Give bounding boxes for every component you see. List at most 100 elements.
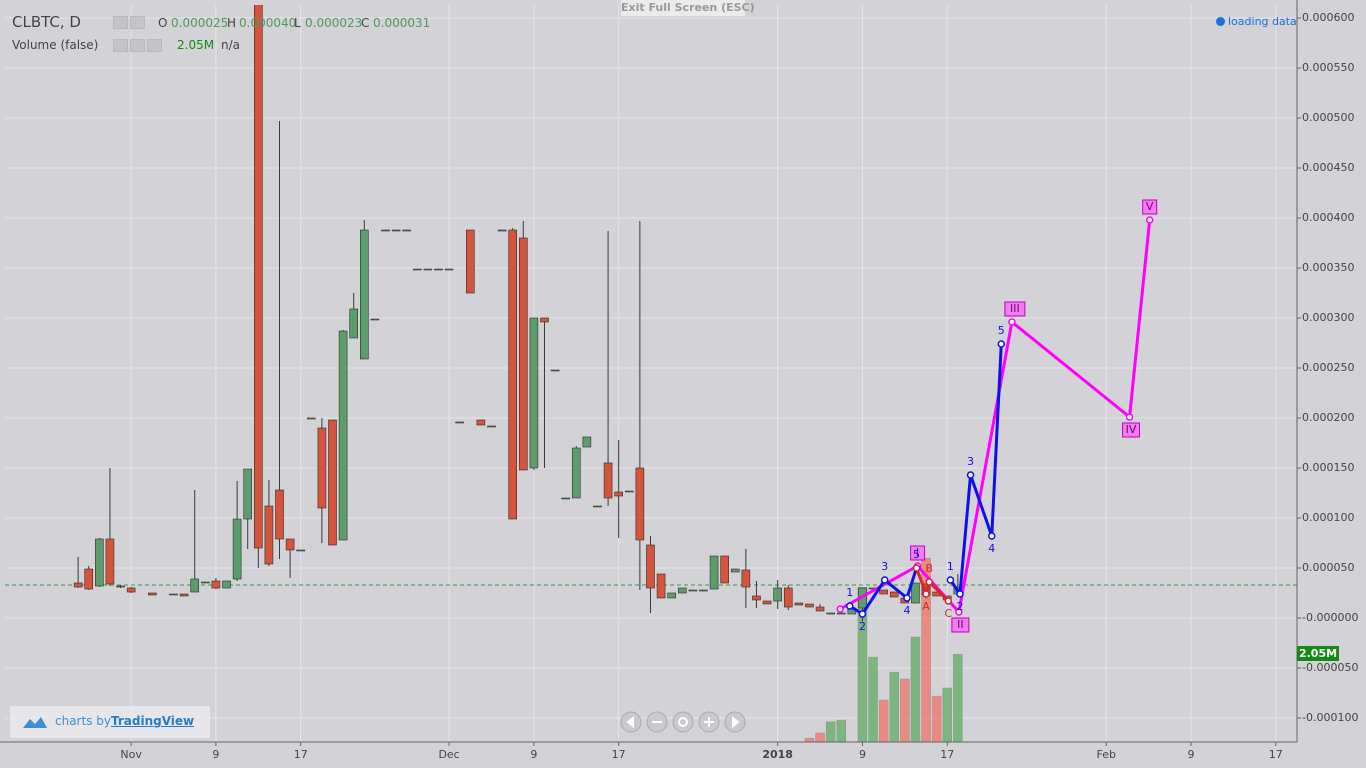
wave-point xyxy=(845,602,854,610)
candle-body xyxy=(476,419,486,426)
wave-point xyxy=(1125,413,1134,421)
candle-body xyxy=(889,591,899,598)
y-tick-label: 0.000500 xyxy=(1302,111,1355,124)
candle-body xyxy=(190,578,200,593)
candle-body xyxy=(105,538,115,585)
y-tick-label: 0.000600 xyxy=(1302,11,1355,24)
icon[interactable] xyxy=(147,39,162,52)
wave-label-box xyxy=(910,545,926,561)
candle-body xyxy=(370,318,380,321)
wave-line xyxy=(915,567,950,603)
candle-body xyxy=(624,490,634,493)
candle-body xyxy=(95,538,104,587)
candle-body xyxy=(487,425,496,428)
x-tick-label: 2018 xyxy=(762,748,793,761)
wave-point xyxy=(1145,216,1154,224)
wave-point xyxy=(903,594,911,602)
wave-line xyxy=(949,343,1003,599)
volume-bar xyxy=(868,656,878,742)
axes: 0.000600 0.000550 0.000500 0.000450 0.000400… xyxy=(120,11,1358,761)
candle-body xyxy=(349,308,359,339)
candle-body xyxy=(275,489,284,540)
y-tick-label: 0.000300 xyxy=(1302,311,1355,324)
volume-title: Volume (false) xyxy=(12,38,99,52)
candle-body xyxy=(444,268,454,271)
candle-body xyxy=(762,600,772,605)
wave-point xyxy=(966,471,975,479)
candle-body xyxy=(73,582,83,588)
volume-value: 2.05M xyxy=(177,38,215,52)
y-tick-label: -0.000050 xyxy=(1302,661,1358,674)
candle-body xyxy=(338,330,348,541)
grid xyxy=(5,5,1297,742)
candle-body xyxy=(614,491,623,497)
volume-extra: n/a xyxy=(221,38,241,52)
h-value: 0.000040 xyxy=(239,16,297,30)
candle-body xyxy=(455,421,464,424)
x-tick-label: Nov xyxy=(120,748,142,761)
h-label: H xyxy=(227,16,237,30)
candle-body xyxy=(794,602,804,606)
icon[interactable] xyxy=(113,16,128,29)
wave-point xyxy=(946,576,955,584)
x-tick-label: 9 xyxy=(1188,748,1195,761)
wave-point xyxy=(1008,318,1016,326)
candle-body xyxy=(169,593,178,596)
branding: charts by TradingView xyxy=(10,706,210,738)
volume-bar xyxy=(900,678,910,742)
candle-body xyxy=(465,229,475,294)
tv-logo xyxy=(23,717,47,728)
wave-label: C xyxy=(944,607,952,620)
candle-body xyxy=(201,581,210,584)
wave-label: A xyxy=(922,600,930,613)
candle-body xyxy=(646,544,655,589)
o-label: O xyxy=(158,16,168,30)
icon[interactable] xyxy=(113,39,128,52)
wave-point xyxy=(925,578,933,586)
y-tick-label: 0.000400 xyxy=(1302,211,1355,224)
candle-body xyxy=(254,5,263,549)
wave-point xyxy=(858,610,867,618)
candle-body xyxy=(360,229,369,360)
wave-label: III xyxy=(1010,302,1020,315)
wave-label: IV xyxy=(1126,423,1137,436)
candle-body xyxy=(211,580,221,589)
candle-body xyxy=(593,505,602,508)
x-tick-label: 17 xyxy=(612,748,626,761)
candle-body xyxy=(497,229,507,232)
candle-body xyxy=(285,538,295,551)
y-tick-label: 0.000250 xyxy=(1302,361,1355,374)
candle-body xyxy=(232,518,242,580)
candle-body xyxy=(540,317,549,323)
wave-label: 2 xyxy=(859,620,866,633)
candle-body xyxy=(783,587,793,608)
candle-body xyxy=(412,268,422,271)
y-tick-label: 0.000450 xyxy=(1302,161,1355,174)
candle-body xyxy=(317,427,327,509)
wave-label: 4 xyxy=(988,542,995,555)
reset[interactable] xyxy=(672,711,694,733)
c-value: 0.000031 xyxy=(373,16,431,30)
y-tick-label: 0.000050 xyxy=(1302,561,1355,574)
candle-body xyxy=(391,229,401,232)
x-tick-label: 17 xyxy=(294,748,308,761)
volume-bar xyxy=(910,636,921,742)
volume-tag xyxy=(1297,646,1339,661)
candle-body xyxy=(709,555,719,590)
branding-link[interactable]: TradingView xyxy=(111,714,195,728)
candle-body xyxy=(815,606,825,612)
icon[interactable] xyxy=(130,16,145,29)
wave-label: 1 xyxy=(947,560,954,573)
y-tick-label: 0.000100 xyxy=(1302,511,1355,524)
loading-text: loading data xyxy=(1228,15,1297,28)
wave-point xyxy=(997,340,1006,348)
x-tick-label: 17 xyxy=(940,748,954,761)
candle-body xyxy=(434,268,443,271)
y-tick-label: -0.000000 xyxy=(1302,611,1358,624)
exit-fullscreen-button[interactable]: Exit Full Screen (ESC) xyxy=(621,0,755,16)
wave-point xyxy=(956,590,964,598)
icon[interactable] xyxy=(130,39,145,52)
candle-body xyxy=(148,592,157,596)
navigation-buttons xyxy=(620,711,746,733)
x-tick-label: Feb xyxy=(1096,748,1115,761)
